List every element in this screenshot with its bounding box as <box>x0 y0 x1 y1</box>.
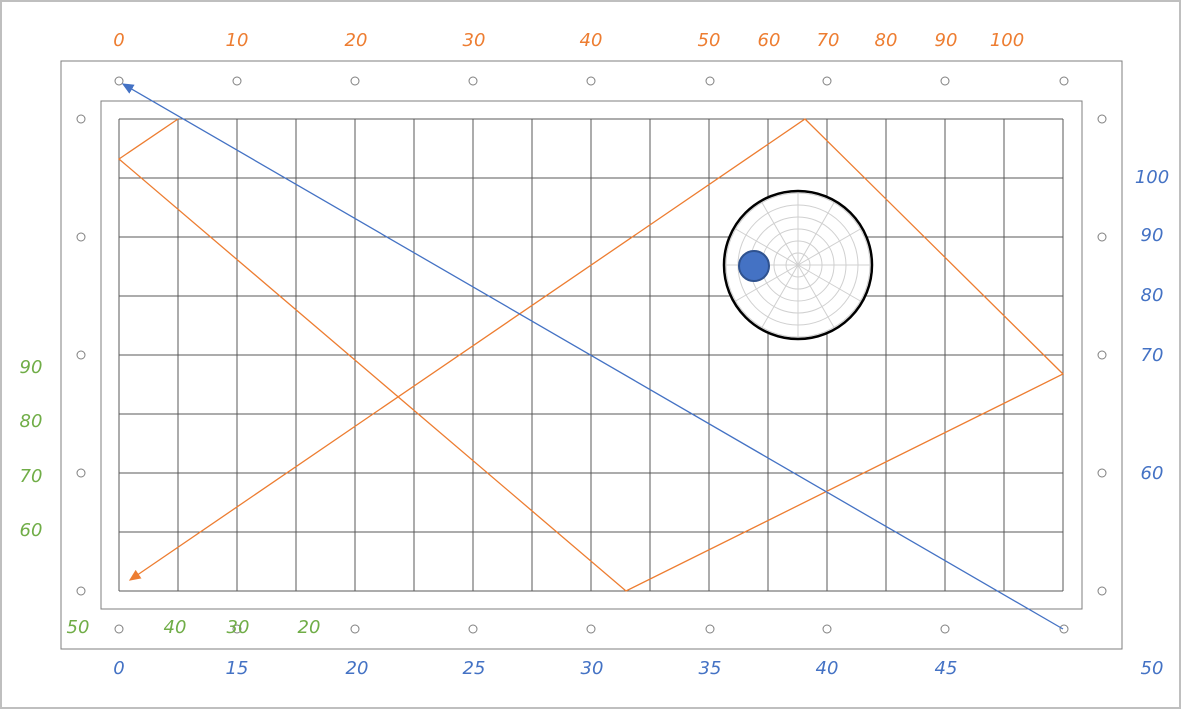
anchor <box>114 76 124 86</box>
scale-label: 45 <box>935 658 958 679</box>
scale-label: 80 <box>1141 285 1164 306</box>
scale-label: 50 <box>1141 658 1164 679</box>
scale-label: 60 <box>758 30 781 51</box>
anchor <box>76 586 86 596</box>
scale-label: 0 <box>113 658 124 679</box>
polar-spoke <box>735 228 799 266</box>
anchor <box>468 624 478 634</box>
scale-label: 100 <box>1135 167 1169 188</box>
orange-path <box>117 118 1065 592</box>
scale-label: 100 <box>990 30 1024 51</box>
polar-spoke <box>761 202 799 266</box>
scale-label: 40 <box>816 658 839 679</box>
anchor <box>822 624 832 634</box>
anchor <box>1059 624 1069 634</box>
scale-label: 60 <box>20 520 43 541</box>
polar-widget <box>722 189 874 341</box>
polar-spoke <box>797 264 861 302</box>
polar-spoke <box>797 264 835 328</box>
scale-label: 70 <box>1141 345 1164 366</box>
scale-labels: 0 10 20 30 40 50 60 70 80 90 100 0 15 20 25 30 35 40 45 50 1… <box>20 30 1170 679</box>
anchor <box>76 350 86 360</box>
anchor <box>1097 114 1107 124</box>
inner-box <box>100 100 1083 610</box>
anchor <box>350 76 360 86</box>
scale-label: 15 <box>226 658 249 679</box>
anchor <box>76 232 86 242</box>
anchor <box>1097 586 1107 596</box>
anchor <box>940 76 950 86</box>
anchor <box>76 468 86 478</box>
scale-label: 60 <box>1141 463 1164 484</box>
scale-label: 90 <box>20 357 43 378</box>
scale-label: 70 <box>20 466 43 487</box>
anchor <box>1097 350 1107 360</box>
anchor <box>76 114 86 124</box>
scale-label: 90 <box>935 30 958 51</box>
scale-label: 20 <box>298 617 321 638</box>
polar-spoke <box>797 202 835 266</box>
anchor <box>940 624 950 634</box>
anchor <box>705 76 715 86</box>
scale-label: 0 <box>113 30 124 51</box>
scale-label: 30 <box>463 30 486 51</box>
blue-path <box>121 83 1064 630</box>
scale-label: 10 <box>226 30 249 51</box>
scale-label: 40 <box>164 617 187 638</box>
anchor <box>705 624 715 634</box>
scale-label: 90 <box>1141 225 1164 246</box>
scale-label: 50 <box>67 617 90 638</box>
anchors <box>76 76 1107 634</box>
anchor <box>468 76 478 86</box>
anchor <box>232 624 242 634</box>
scale-label: 20 <box>345 30 368 51</box>
outer-box <box>60 60 1123 650</box>
scale-label: 30 <box>581 658 604 679</box>
scale-label: 80 <box>875 30 898 51</box>
polar-dot <box>738 250 770 282</box>
anchor <box>586 624 596 634</box>
scale-label: 70 <box>817 30 840 51</box>
anchor <box>350 624 360 634</box>
polar-spoke <box>761 264 799 328</box>
polar-spoke <box>735 264 799 302</box>
scale-label: 80 <box>20 411 43 432</box>
polar-spoke <box>797 228 861 266</box>
scale-label: 25 <box>463 658 486 679</box>
anchor <box>822 76 832 86</box>
anchor <box>1059 76 1069 86</box>
scale-label: 30 <box>227 617 250 638</box>
scale-label: 40 <box>580 30 603 51</box>
anchor <box>232 76 242 86</box>
anchor <box>1097 232 1107 242</box>
anchor <box>114 624 124 634</box>
scale-label: 50 <box>698 30 721 51</box>
scale-label: 35 <box>699 658 722 679</box>
anchor <box>586 76 596 86</box>
scale-label: 20 <box>346 658 369 679</box>
anchor <box>1097 468 1107 478</box>
